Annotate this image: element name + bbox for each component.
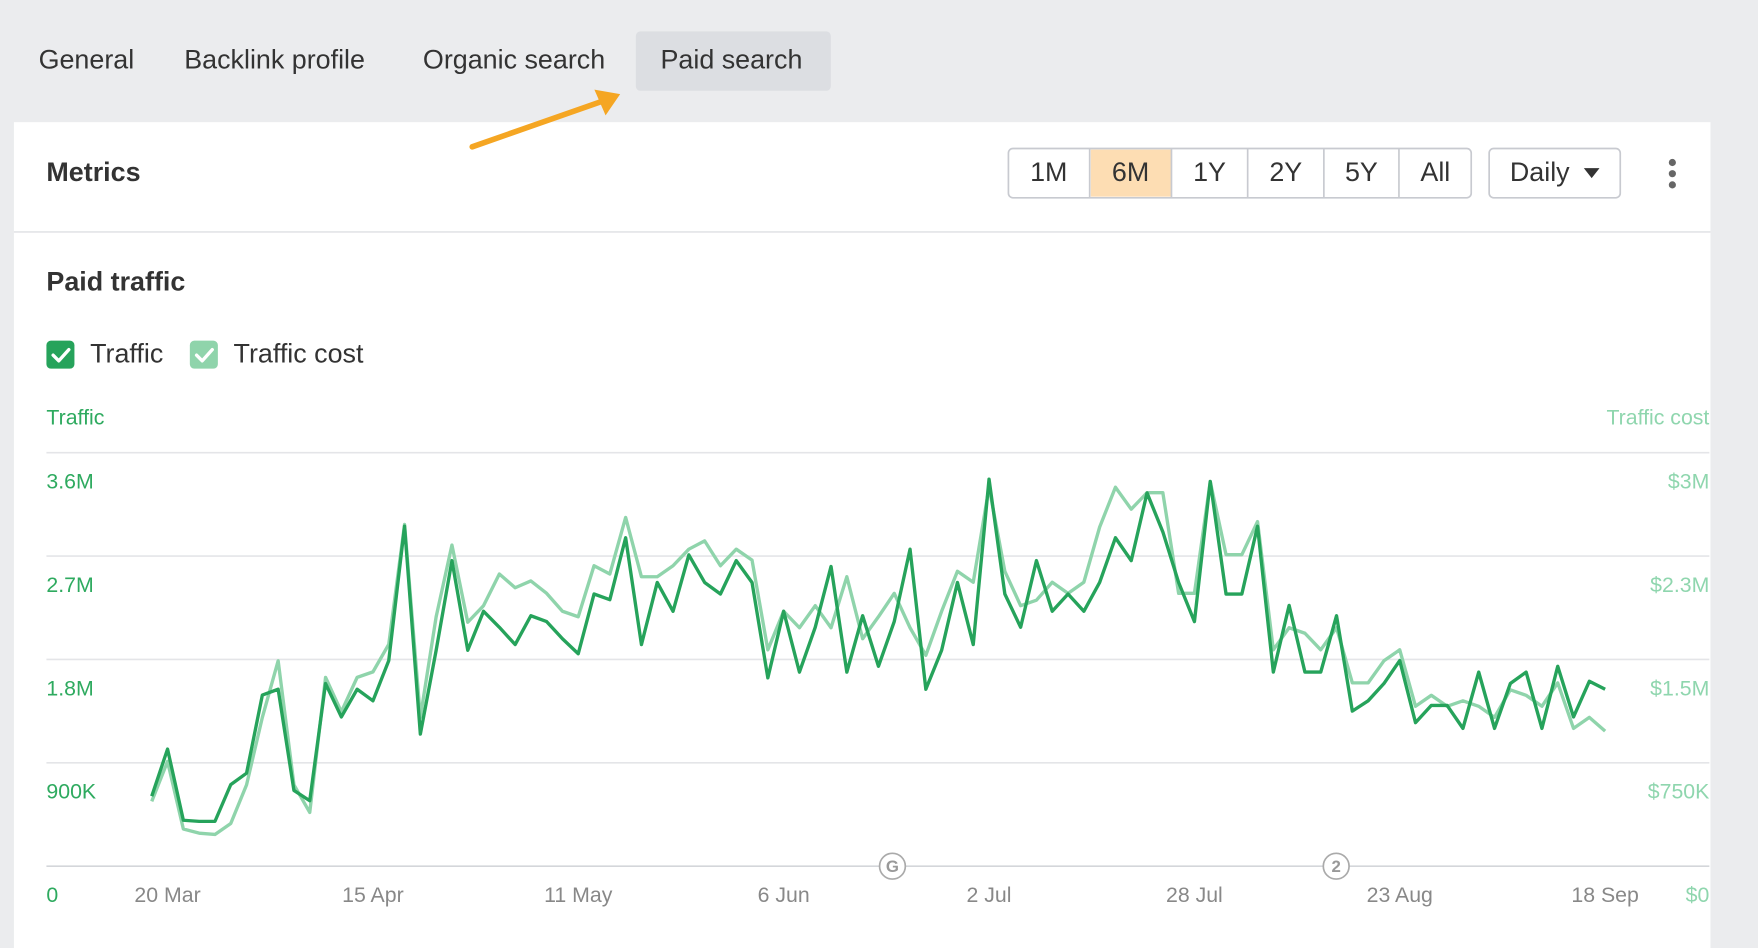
tab-label: Backlink profile <box>184 45 365 75</box>
x-tick-label: 15 Apr <box>342 883 404 907</box>
dropdown-box <box>1488 147 1622 199</box>
legend-label: Traffic cost <box>234 338 364 368</box>
arrow <box>469 89 621 150</box>
panel <box>13 122 1711 948</box>
dropdown-label: Daily <box>1510 157 1570 187</box>
annotation-circle <box>1322 852 1350 880</box>
y-tick-label: 2.7M <box>46 573 93 597</box>
legend-label: Traffic <box>90 338 163 368</box>
legend-check <box>194 347 214 363</box>
y-axis-title: Traffic <box>46 406 104 430</box>
x-tick-label: 6 Jun <box>758 883 810 907</box>
tab[interactable]: Organic search <box>423 45 605 75</box>
panel-title: Metrics <box>46 157 140 187</box>
range-label: 6M <box>1112 157 1149 187</box>
annotation-label: 2 <box>1332 857 1341 876</box>
range-button[interactable]: 5Y <box>1323 149 1378 198</box>
annotation-marker[interactable]: 2 <box>1322 852 1350 880</box>
legend-check <box>51 347 71 363</box>
annotation-marker[interactable]: G <box>878 852 907 880</box>
range-button[interactable]: 6M <box>1088 149 1172 198</box>
y-tick-label: 0 <box>46 883 58 907</box>
tab[interactable]: Paid search <box>635 31 831 91</box>
range-label: 1M <box>1030 157 1067 187</box>
range-label: 1Y <box>1193 157 1226 187</box>
range-label: 2Y <box>1269 157 1302 187</box>
legend-item[interactable]: Traffic cost <box>189 338 364 369</box>
x-tick-label: 18 Sep <box>1571 883 1638 907</box>
range-label: 5Y <box>1345 157 1378 187</box>
annotation-label: G <box>886 857 899 876</box>
range-button[interactable]: 1Y <box>1170 149 1226 198</box>
x-tick-label: 23 Aug <box>1367 883 1433 907</box>
annotation-circle <box>878 852 907 880</box>
tab[interactable]: General <box>39 45 135 75</box>
range-active <box>1090 149 1172 197</box>
series-line <box>150 477 1606 824</box>
y2-tick-label: $3M <box>1668 470 1709 494</box>
tab-highlight <box>635 31 831 91</box>
x-tick-label: 11 May <box>544 883 613 907</box>
y2-tick-label: $750K <box>1648 780 1710 804</box>
range-label: All <box>1420 157 1450 187</box>
range-button[interactable]: All <box>1398 149 1450 198</box>
tab-label: General <box>39 45 135 75</box>
y2-tick-label: $1.5M <box>1650 676 1709 700</box>
y2-tick-label: $2.3M <box>1650 573 1709 597</box>
more-menu[interactable] <box>1668 158 1676 189</box>
interval-dropdown[interactable]: Daily <box>1488 147 1622 199</box>
range-button[interactable]: 1M <box>1030 157 1067 187</box>
legend-checkbox <box>189 340 218 369</box>
y-tick-label: 3.6M <box>46 470 93 494</box>
y-tick-label: 1.8M <box>46 676 93 700</box>
x-tick-label: 2 Jul <box>967 883 1012 907</box>
legend-item[interactable]: Traffic <box>46 338 163 369</box>
chart-title: Paid traffic <box>46 267 185 297</box>
dropdown-caret <box>1583 168 1600 179</box>
y-tick-label: 900K <box>46 780 96 804</box>
y2-tick-label: $0 <box>1686 883 1710 907</box>
x-tick-label: 28 Jul <box>1166 883 1223 907</box>
range-button[interactable]: 2Y <box>1246 149 1303 198</box>
range-group <box>1007 147 1473 199</box>
tab[interactable]: Backlink profile <box>184 45 365 75</box>
legend-checkbox <box>46 340 75 369</box>
y2-axis-title: Traffic cost <box>1606 406 1709 430</box>
tab-label: Paid search <box>660 45 802 75</box>
tab-label: Organic search <box>423 45 605 75</box>
x-tick-label: 20 Mar <box>134 883 200 907</box>
